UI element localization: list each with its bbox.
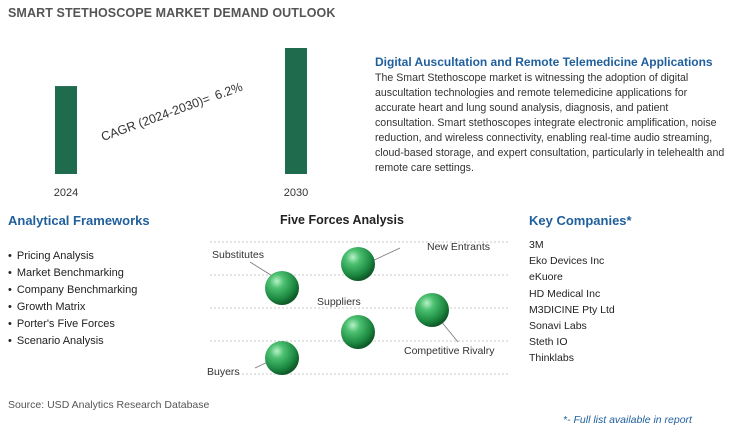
list-item: Scenario Analysis <box>8 333 137 350</box>
page-title: SMART STETHOSCOPE MARKET DEMAND OUTLOOK <box>8 6 336 20</box>
buyers-label: Buyers <box>207 366 240 378</box>
new-entrants-label: New Entrants <box>427 241 490 253</box>
companies-list: 3M Eko Devices Inc eKuore HD Medical Inc… <box>529 237 615 367</box>
list-item: eKuore <box>529 271 563 284</box>
substitutes-label: Substitutes <box>212 249 264 261</box>
five-forces-svg: Substitutes New Entrants Suppliers Compe… <box>207 241 510 378</box>
list-item: Growth Matrix <box>8 299 137 316</box>
bar-2030 <box>285 48 307 174</box>
frameworks-title: Analytical Frameworks <box>8 213 150 228</box>
list-item: Company Benchmarking <box>8 282 137 299</box>
companies-title: Key Companies* <box>529 213 632 228</box>
description-text: The Smart Stethoscope market is witnessi… <box>375 72 725 174</box>
list-item: Porter's Five Forces <box>8 316 137 333</box>
bar-category-label: 2030 <box>284 187 308 199</box>
list-item: M3DICINE Pty Ltd <box>529 303 615 316</box>
new-entrants-sphere <box>341 247 375 281</box>
list-item: Eko Devices Inc <box>529 255 605 268</box>
competitive-rivalry-label: Competitive Rivalry <box>404 345 495 357</box>
five-forces-title: Five Forces Analysis <box>280 213 404 227</box>
list-item: HD Medical Inc <box>529 287 601 300</box>
center-sphere <box>341 315 375 349</box>
buyers-sphere <box>265 341 299 375</box>
list-item: Sonavi Labs <box>529 320 587 333</box>
list-item: 3M <box>529 239 544 251</box>
bar-category-label: 2024 <box>54 187 78 199</box>
bar-2024 <box>55 86 77 174</box>
frameworks-list: Pricing Analysis Market Benchmarking Com… <box>8 248 137 350</box>
list-item: Pricing Analysis <box>8 248 137 265</box>
footnote: *- Full list available in report <box>563 414 692 426</box>
five-forces-diagram: Substitutes New Entrants Suppliers Compe… <box>200 230 520 390</box>
bar-chart-svg: 2024 2030 <box>54 48 308 199</box>
substitutes-sphere <box>265 271 299 305</box>
competitive-rivalry-sphere <box>415 293 449 327</box>
list-item: Market Benchmarking <box>8 265 137 282</box>
description-title: Digital Auscultation and Remote Telemedi… <box>375 55 713 69</box>
list-item: Thinklabs <box>529 352 574 365</box>
source-note: Source: USD Analytics Research Database <box>8 399 210 411</box>
suppliers-label: Suppliers <box>317 296 361 308</box>
list-item: Steth IO <box>529 336 568 349</box>
market-bar-chart: 2024 2030 <box>0 24 360 204</box>
